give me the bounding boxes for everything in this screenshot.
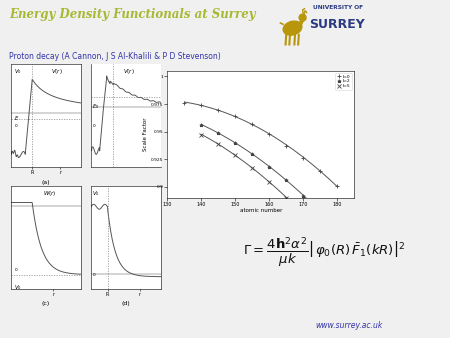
Text: $\Gamma = \dfrac{4\mathbf{h}^2\alpha^2}{\mu k}\left|\,\varphi_0(R)\,\bar{F}_1(kR: $\Gamma = \dfrac{4\mathbf{h}^2\alpha^2}{… <box>243 235 405 269</box>
Text: (c): (c) <box>42 301 50 307</box>
l=0 <box>182 101 187 105</box>
Line: l=0: l=0 <box>183 101 339 187</box>
Text: $E_0$: $E_0$ <box>92 102 100 111</box>
Line: l=5: l=5 <box>200 133 339 254</box>
l=5 <box>284 196 289 200</box>
l=0 <box>266 132 272 136</box>
Text: $V_0$: $V_0$ <box>92 189 100 198</box>
Text: $V(r)$: $V(r)$ <box>123 67 135 76</box>
l=0 <box>318 169 323 173</box>
l=5 <box>216 142 221 146</box>
Ellipse shape <box>299 14 306 21</box>
Text: UNIVERSITY OF: UNIVERSITY OF <box>313 5 363 10</box>
Text: $V_0$: $V_0$ <box>14 283 22 292</box>
l=0 <box>334 184 340 188</box>
l=0 <box>301 156 306 160</box>
Text: $V(r)$: $V(r)$ <box>51 67 63 76</box>
l=0 <box>284 144 289 148</box>
Text: www.surrey.ac.uk: www.surrey.ac.uk <box>315 320 382 330</box>
Text: Proton decay (A Cannon, J S Al-Khalili & P D Stevenson): Proton decay (A Cannon, J S Al-Khalili &… <box>9 52 221 62</box>
l=2 <box>301 193 306 197</box>
l=2 <box>216 131 221 135</box>
l=5 <box>250 166 255 170</box>
l=2 <box>198 123 204 127</box>
l=2 <box>318 210 323 214</box>
Text: $0$: $0$ <box>14 266 18 273</box>
Text: $0$: $0$ <box>92 122 97 129</box>
X-axis label: atomic number: atomic number <box>239 208 282 213</box>
Text: (d): (d) <box>122 301 130 307</box>
l=5 <box>334 250 340 254</box>
l=2 <box>334 226 340 231</box>
Text: $0$: $0$ <box>14 122 18 129</box>
l=2 <box>284 178 289 182</box>
Legend: l=0, l=2, l=5: l=0, l=2, l=5 <box>335 73 352 90</box>
Line: l=2: l=2 <box>200 123 339 230</box>
Text: $0$: $0$ <box>92 271 97 278</box>
Text: (a): (a) <box>42 180 50 185</box>
Text: $W(r)$: $W(r)$ <box>43 189 56 198</box>
l=2 <box>250 152 255 156</box>
Text: $V_0$: $V_0$ <box>14 67 22 76</box>
l=5 <box>198 133 204 137</box>
l=0 <box>216 107 221 112</box>
l=0 <box>250 122 255 126</box>
l=0 <box>198 103 204 107</box>
l=2 <box>233 141 238 145</box>
l=5 <box>266 180 272 184</box>
l=0 <box>233 114 238 118</box>
Polygon shape <box>299 19 303 25</box>
Ellipse shape <box>283 21 302 35</box>
Text: SURREY: SURREY <box>310 18 365 30</box>
l=5 <box>318 230 323 234</box>
l=2 <box>266 165 272 169</box>
Y-axis label: Scale Factor: Scale Factor <box>143 118 148 151</box>
l=5 <box>233 153 238 157</box>
Text: Energy Density Functionals at Surrey: Energy Density Functionals at Surrey <box>9 8 256 21</box>
Text: $E$: $E$ <box>14 114 19 122</box>
l=5 <box>301 212 306 216</box>
